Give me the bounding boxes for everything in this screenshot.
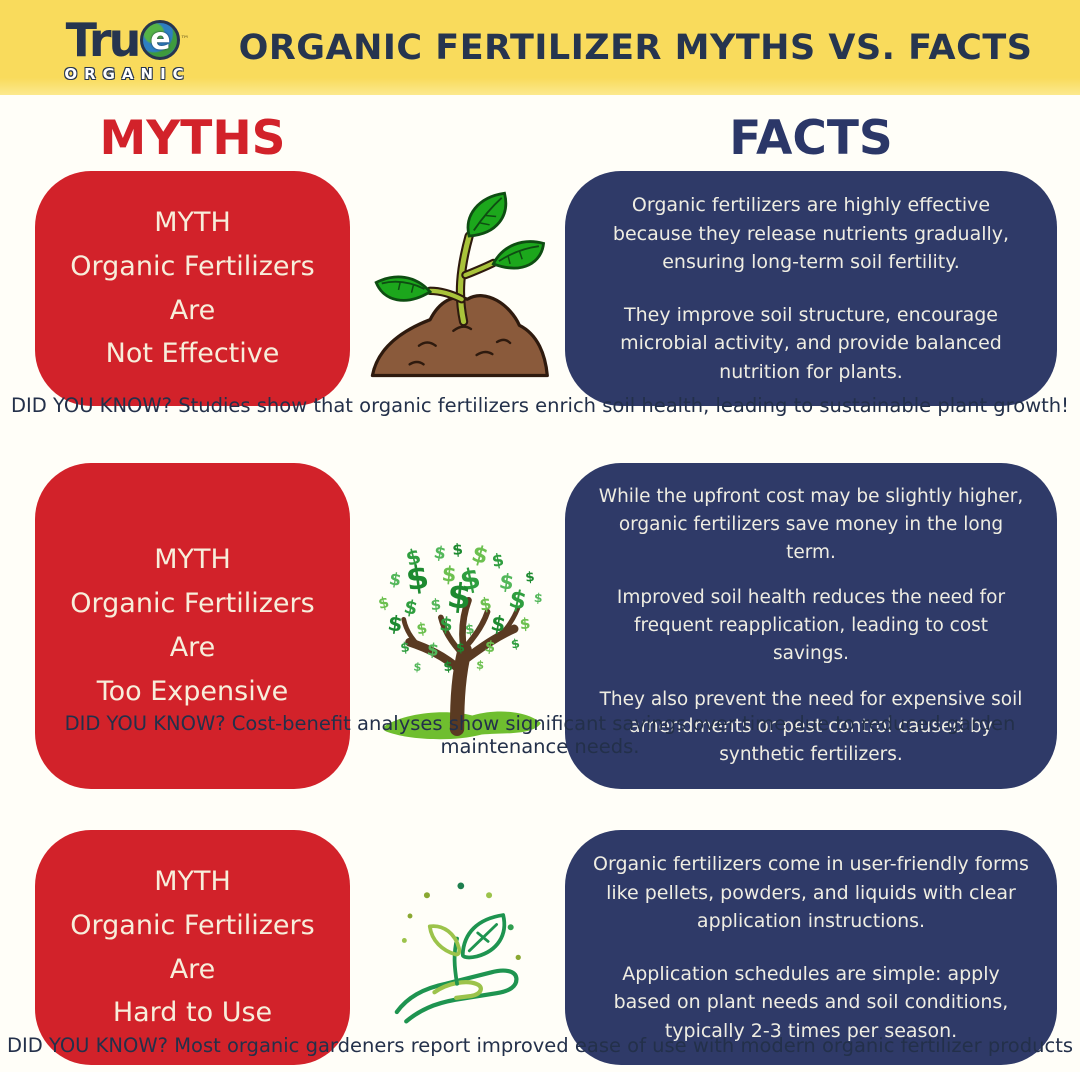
dollar-sign-glyph: $ <box>488 611 507 637</box>
dollar-sign-glyph: $ <box>387 569 402 591</box>
myth-card-2: MYTH Organic Fertilizers Are Too Expensi… <box>35 463 350 789</box>
dollar-sign-glyph: $ <box>432 542 447 564</box>
dollar-sign-glyph: $ <box>464 622 475 638</box>
dollar-sign-glyph: $ <box>490 550 505 572</box>
fact-paragraph: They also prevent the need for expensive… <box>599 688 1023 766</box>
fact-paragraph: While the upfront cost may be slightly h… <box>598 486 1024 563</box>
fact-paragraph: They improve soil structure, encourage m… <box>620 303 1002 383</box>
row-not-effective: MYTH Organic Fertilizers Are Not Effecti… <box>0 171 1080 406</box>
did-you-know-1: DID YOU KNOW? Studies show that organic … <box>11 394 1069 417</box>
dollar-sign-glyph: $ <box>509 636 520 651</box>
myth-text-line1: Organic Fertilizers Are <box>70 588 315 663</box>
dollar-sign-glyph: $ <box>401 595 419 619</box>
fact-paragraph: Organic fertilizers are highly effective… <box>612 194 1010 273</box>
dollar-sign-glyph: $ <box>438 613 453 636</box>
dollar-sign-glyph: $ <box>412 659 421 674</box>
myth-text-line2: Not Effective <box>105 338 280 370</box>
dollar-sign-glyph: $ <box>415 619 429 639</box>
dollar-sign-glyph: $ <box>451 540 463 559</box>
dollar-sign-glyph: $ <box>442 659 453 675</box>
dollar-sign-glyph: $ <box>497 569 515 595</box>
dollar-sign-glyph: $ <box>425 640 439 661</box>
myth-card-3: MYTH Organic Fertilizers Are Hard to Use <box>35 830 350 1065</box>
row-hard-to-use: MYTH Organic Fertilizers Are Hard to Use <box>0 830 1080 1065</box>
dollar-sign-glyph: $ <box>475 657 484 672</box>
money-tree-icon: $ $ $ $ $ $ $ $ $ $ $ $ $ $ $ $ $ $ $ $ $ $ $ $ $ $ $ $ $ $ $ $ <box>350 463 565 789</box>
logo-word-true: Tru <box>65 12 142 67</box>
row-too-expensive: MYTH Organic Fertilizers Are Too Expensi… <box>0 463 1080 789</box>
header-banner: Tru e ™ ORGANIC ORGANIC FERTILIZER MYTHS V… <box>0 0 1080 95</box>
dollar-sign-glyph: $ <box>483 637 496 656</box>
myth-text-line2: Too Expensive <box>96 675 289 707</box>
dollar-sign-glyph: $ <box>519 614 531 633</box>
myth-label: MYTH <box>154 544 231 576</box>
fact-paragraph: Improved soil health reduces the need fo… <box>616 587 1006 664</box>
dollar-sign-glyph: $ <box>386 611 404 637</box>
dollar-sign-glyph: $ <box>506 583 529 615</box>
page-title: ORGANIC FERTILIZER MYTHS VS. FACTS <box>238 27 1033 68</box>
dollar-sign-glyph: $ <box>376 593 390 613</box>
fact-card-1: Organic fertilizers are highly effective… <box>565 171 1057 406</box>
true-organic-logo: Tru e ™ ORGANIC <box>30 17 225 83</box>
globe-e-icon: e <box>140 19 181 60</box>
myth-label: MYTH <box>154 866 231 898</box>
dollar-sign-glyph: $ <box>524 570 535 586</box>
logo-trademark: ™ <box>180 34 190 45</box>
myth-text-line2: Hard to Use <box>112 997 273 1029</box>
logo-word-organic: ORGANIC <box>64 64 191 83</box>
facts-heading: FACTS <box>729 110 893 166</box>
dollar-sign-glyph: $ <box>403 557 431 598</box>
did-you-know-3: DID YOU KNOW? Most organic gardeners rep… <box>7 1034 1073 1057</box>
dollar-sign-glyph: $ <box>533 591 543 606</box>
seedling-illustration <box>370 191 549 377</box>
money-tree-illustration: $ $ $ $ $$ $ $ $ $ $$ $ $ $ $ $ $$ $ $ $ $ $$ $ $ $ $$ $ $ <box>376 540 543 740</box>
did-you-know-2: DID YOU KNOW? Cost-benefit analyses show… <box>64 712 1016 758</box>
seedling-in-soil-icon <box>350 171 565 406</box>
myth-text-line1: Organic Fertilizers Are <box>70 909 315 985</box>
myth-text-line1: Organic Fertilizers Are <box>70 250 315 326</box>
dollar-sign-glyph: $ <box>445 576 473 618</box>
hand-sprout-illustration <box>394 881 521 1024</box>
fact-paragraph: Application schedules are simple: apply … <box>613 962 1009 1042</box>
dollar-sign-glyph: $ <box>455 640 465 655</box>
dollar-sign-glyph: $ <box>429 595 441 614</box>
dollar-sign-glyph: $ <box>468 541 490 570</box>
dollar-sign-glyph: $ <box>399 640 410 656</box>
hand-holding-sprout-icon <box>350 830 565 1065</box>
fact-card-2: While the upfront cost may be slightly h… <box>565 463 1057 789</box>
dollar-sign-glyph: $ <box>478 594 493 616</box>
myth-card-1: MYTH Organic Fertilizers Are Not Effecti… <box>35 171 350 406</box>
fact-card-3: Organic fertilizers come in user-friendl… <box>565 830 1057 1065</box>
fact-paragraph: Organic fertilizers come in user-friendl… <box>593 853 1029 932</box>
column-headings: MYTHS FACTS <box>0 109 1080 167</box>
dollar-sign-glyph: $ <box>403 544 423 571</box>
dollar-sign-glyph: $ <box>440 562 457 587</box>
myth-label: MYTH <box>154 207 231 239</box>
myths-heading: MYTHS <box>99 110 286 166</box>
